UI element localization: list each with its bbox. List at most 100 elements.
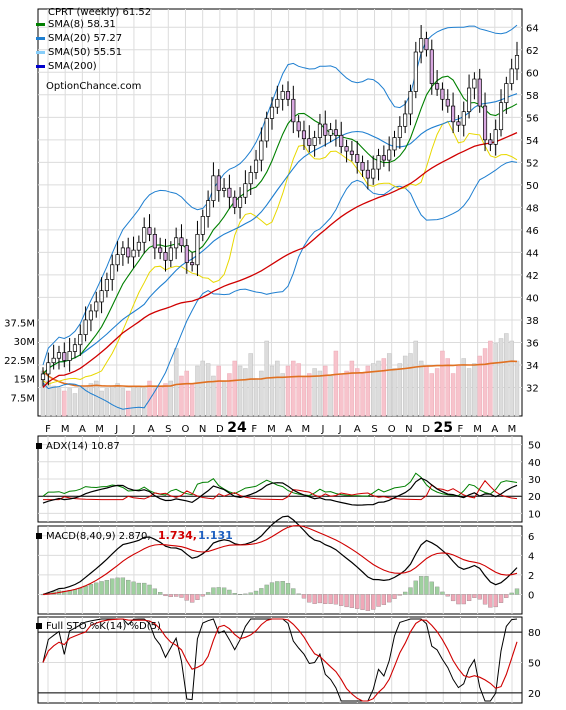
candle-body	[67, 351, 72, 361]
volume-bar	[280, 373, 285, 417]
macd-histogram-bar	[227, 589, 232, 595]
volume-bar	[424, 365, 429, 417]
candle-body	[482, 105, 488, 141]
macd-line	[42, 515, 518, 595]
macd-histogram-bar	[189, 594, 195, 603]
candle-body	[99, 290, 104, 303]
candle-body	[371, 168, 376, 179]
candle-body	[504, 83, 509, 104]
macd-histogram-bar	[434, 586, 440, 595]
macd-histogram-bar	[88, 584, 94, 595]
volume-bar	[339, 373, 344, 417]
macd-histogram-bar	[110, 578, 115, 595]
legend-title: CPRT (weekly) 61.52	[48, 7, 151, 18]
volume-bar	[386, 353, 392, 417]
macd-histogram-bar	[488, 594, 493, 608]
macd-signal-value: 1.734,	[158, 529, 197, 542]
x-axis-tick-label: M	[508, 424, 517, 435]
bollinger-lower-band	[42, 160, 518, 410]
price-axis-tick-label: 34	[526, 361, 539, 372]
volume-bar	[94, 380, 99, 417]
x-axis-tick-label: D	[422, 424, 430, 435]
legend-entry: SMA(8) 58.31	[48, 19, 116, 30]
candle-body	[259, 140, 264, 161]
stochastic-panel-tick-label: 50	[528, 659, 541, 670]
volume-bar	[477, 355, 482, 417]
volume-bar	[88, 383, 94, 417]
candle-body	[461, 111, 466, 126]
volume-bar	[269, 365, 275, 417]
macd-histogram-bar	[291, 588, 296, 595]
volume-bar	[514, 360, 520, 417]
macd-histogram-bar	[280, 581, 285, 595]
volume-bar	[349, 360, 355, 417]
macd-hist-value: 1.131	[198, 529, 233, 542]
candle-body	[355, 154, 360, 163]
candle-body	[248, 172, 253, 185]
macd-histogram-bar	[387, 594, 392, 603]
candle-body	[397, 125, 402, 138]
macd-histogram-bar	[195, 594, 200, 600]
macd-histogram-bar	[450, 594, 456, 602]
x-axis-tick-label: M	[61, 424, 70, 435]
volume-bar	[99, 390, 104, 417]
macd-histogram-bar	[253, 590, 259, 595]
volume-bar	[141, 388, 147, 417]
volume-bar	[456, 365, 461, 417]
candle-body	[413, 51, 418, 92]
volume-bar	[504, 333, 509, 417]
volume-axis-tick-label: 22.5M	[4, 356, 35, 367]
price-axis-tick-label: 52	[526, 158, 539, 169]
volume-bar	[56, 388, 62, 417]
macd-histogram-bar	[243, 593, 248, 595]
volume-bar	[131, 385, 136, 417]
candle-body	[296, 121, 301, 132]
macd-histogram-bar	[397, 594, 402, 596]
volume-bar	[67, 388, 72, 417]
candle-body	[78, 334, 83, 346]
macd-legend-swatch	[36, 533, 42, 539]
volume-bar	[402, 355, 408, 417]
volume-bar	[237, 365, 243, 417]
candle-body	[285, 91, 291, 100]
candle-body	[206, 200, 211, 217]
price-axis-tick-label: 38	[526, 316, 539, 327]
x-axis-tick-label: N	[405, 424, 412, 435]
candle-body	[200, 216, 205, 235]
macd-histogram-bar	[323, 594, 328, 604]
candle-body	[126, 247, 131, 258]
candle-body	[136, 241, 141, 251]
volume-axis-tick-label: 7.5M	[10, 393, 35, 404]
x-axis-tick-label: A	[354, 424, 361, 435]
candle-body	[445, 98, 450, 107]
volume-bar	[200, 360, 205, 417]
macd-histogram-bar	[83, 585, 88, 595]
volume-bar	[291, 360, 296, 417]
price-axis-tick-label: 48	[526, 203, 539, 214]
volume-bar	[440, 350, 445, 417]
candle-body	[131, 249, 136, 258]
macd-histogram-bar	[232, 593, 237, 595]
volume-bar	[413, 340, 419, 417]
candle-body	[509, 68, 514, 84]
candle-body	[435, 83, 440, 90]
macd-histogram-bar	[424, 576, 429, 595]
macd-histogram-bar	[392, 594, 397, 599]
macd-histogram-bar	[237, 594, 243, 596]
candle-body	[477, 78, 482, 107]
volume-bar	[429, 373, 434, 417]
candle-body	[328, 129, 333, 136]
adx-panel-tick-label: 20	[528, 492, 541, 503]
macd-histogram-bar	[360, 594, 365, 610]
sma-20-line	[42, 93, 518, 375]
volume-bar	[157, 385, 163, 417]
candle-body	[323, 123, 328, 136]
macd-histogram-bar	[147, 584, 152, 595]
volume-bar	[397, 363, 403, 417]
candle-body	[307, 138, 312, 146]
macd-histogram-bar	[413, 580, 418, 595]
macd-histogram-bar	[115, 577, 120, 595]
macd-panel-frame	[37, 525, 523, 615]
candle-body	[472, 78, 477, 89]
macd-histogram-bar	[365, 594, 371, 611]
